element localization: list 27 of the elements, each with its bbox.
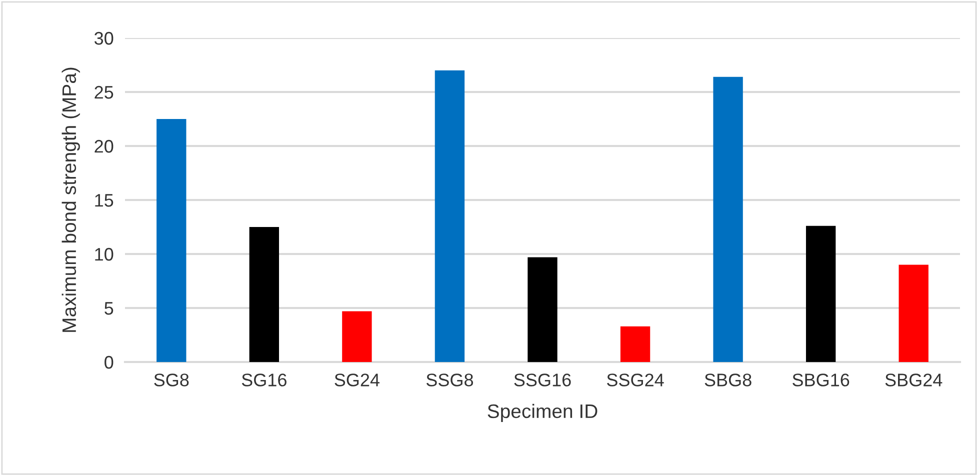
bar [620,326,650,362]
y-tick-label: 10 [95,248,114,261]
x-tick-label: SG16 [242,374,286,386]
bar [713,76,743,362]
x-tick-label: SBG24 [885,374,942,386]
bar [249,227,280,362]
x-tick-label: SBG16 [792,374,850,386]
bar [342,311,372,362]
y-tick-label: 20 [94,140,114,153]
bar [806,226,836,362]
y-tick-label: 30 [94,32,114,45]
x-tick-label: SBG8 [704,374,752,386]
y-axis-title: Maximum bond strength (MPa) [62,68,80,332]
x-tick-label: SSG16 [514,374,571,386]
x-tick-label: SG8 [154,374,189,386]
x-tick-label: SSG24 [606,374,664,386]
bar [434,70,465,362]
bar [528,257,558,362]
y-tick-label: 5 [104,302,114,315]
y-tick-label: 15 [95,194,114,207]
x-tick-label: SSG8 [426,374,474,386]
x-tick-label: SG24 [334,374,380,386]
y-tick-label: 25 [94,86,114,99]
bar [898,264,928,362]
y-tick-label: 0 [104,356,114,369]
x-axis-title: Specimen ID [488,404,598,422]
bar [156,119,186,362]
